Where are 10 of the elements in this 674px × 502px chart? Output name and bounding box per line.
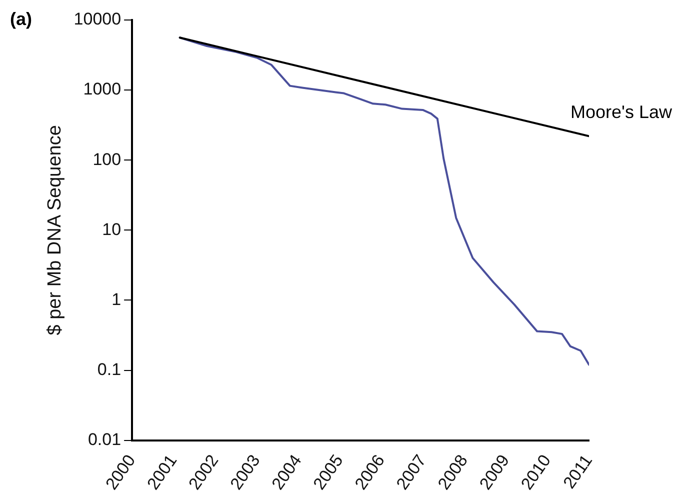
y-tick-label: 0.01 xyxy=(88,430,122,450)
y-axis-title: $ per Mb DNA Sequence xyxy=(44,125,66,336)
chart-title: (a) xyxy=(10,8,32,29)
y-tick-label: 0.1 xyxy=(97,360,122,379)
y-tick-label: 10000 xyxy=(74,10,122,29)
y-tick-label: 1000 xyxy=(83,80,122,99)
y-tick-label: 100 xyxy=(92,150,122,169)
series-label: Moore's Law xyxy=(570,102,673,122)
y-tick-label: 1 xyxy=(112,290,122,309)
y-tick-label: 10 xyxy=(102,220,122,239)
